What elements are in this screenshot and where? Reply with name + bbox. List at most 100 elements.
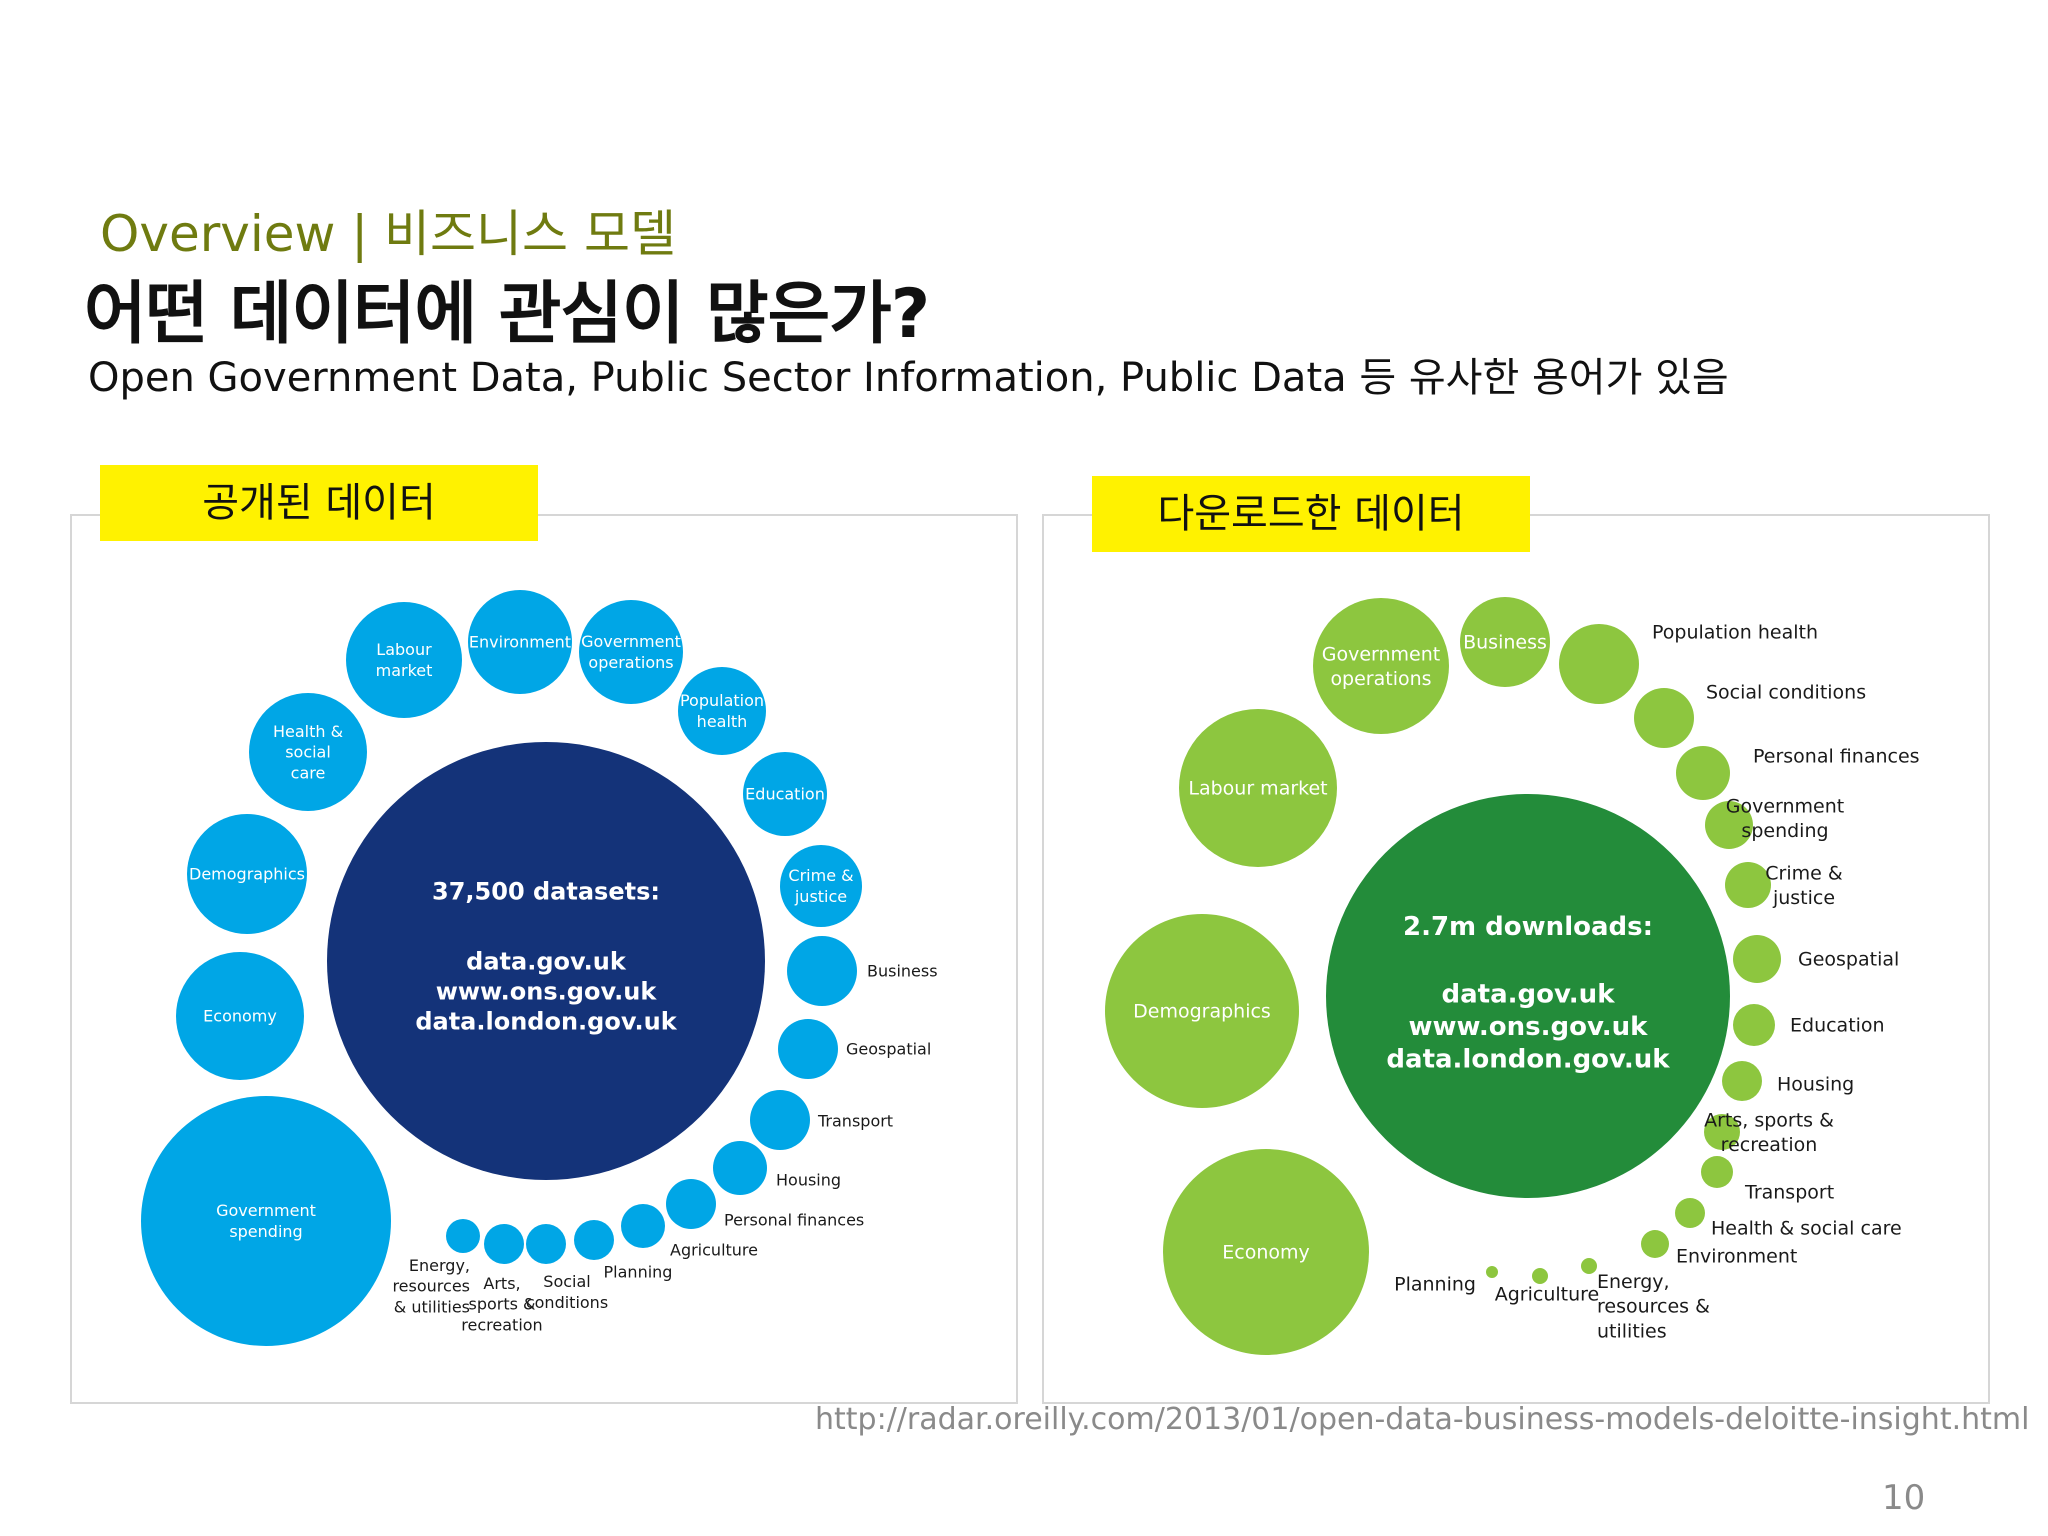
published-bubble-demographics xyxy=(187,814,307,934)
downloaded-center-bubble xyxy=(1326,794,1730,1198)
source-link[interactable]: http://radar.oreilly.com/2013/01/open-da… xyxy=(815,1402,2030,1437)
downloaded-bubble-geospatial xyxy=(1733,935,1781,983)
downloaded-bubble-business xyxy=(1460,597,1550,687)
slide-title: 어떤 데이터에 관심이 많은가? xyxy=(84,275,930,354)
downloaded-bubble-labour-market xyxy=(1179,709,1337,867)
downloaded-data-tag: 다운로드한 데이터 xyxy=(1092,476,1530,552)
downloaded-label-arts-sports-and-recreation: Arts, sports & recreation xyxy=(1704,1109,1834,1156)
published-label-government-spending: Government spending xyxy=(216,1201,316,1241)
published-bubble-crime-and-justice xyxy=(780,845,862,927)
published-bubble-transport xyxy=(750,1090,810,1150)
published-data-panel: 37,500 datasets: data.gov.uk www.ons.gov.u… xyxy=(70,514,1018,1404)
published-bubble-agriculture xyxy=(621,1204,665,1248)
downloaded-center-sites: data.gov.uk www.ons.gov.uk data.london.gov… xyxy=(1386,980,1670,1075)
downloaded-label-demographics: Demographics xyxy=(1133,1001,1271,1023)
downloaded-bubble-government-spending xyxy=(1705,801,1753,849)
downloaded-label-housing: Housing xyxy=(1777,1074,1854,1096)
slide-kicker: Overview | 비즈니스 모델 xyxy=(100,194,676,266)
downloaded-label-planning: Planning xyxy=(1394,1274,1476,1296)
published-label-energy-resources-and-utilities: Energy, resources & utilities xyxy=(392,1256,470,1317)
slide-subtitle: Open Government Data, Public Sector Info… xyxy=(88,355,1729,401)
kicker-ko: 비즈니스 모델 xyxy=(384,205,676,263)
downloaded-data-bubble-diagram: 2.7m downloads: data.gov.uk www.ons.gov.uk… xyxy=(1105,597,1920,1355)
downloaded-label-labour-market: Labour market xyxy=(1188,778,1327,800)
published-label-economy: Economy xyxy=(203,1007,277,1026)
downloaded-label-geospatial: Geospatial xyxy=(1798,949,1899,971)
published-label-environment: Environment xyxy=(469,633,571,652)
downloaded-label-government-spending: Government spending xyxy=(1726,795,1845,842)
kicker-en: Overview xyxy=(100,205,336,263)
downloaded-bubble-education xyxy=(1733,1004,1775,1046)
downloaded-label-personal-finances: Personal finances xyxy=(1753,746,1920,768)
published-label-social-conditions: Social conditions xyxy=(526,1272,608,1312)
downloaded-bubble-environment xyxy=(1641,1230,1669,1258)
downloaded-label-government-operations: Government operations xyxy=(1322,643,1441,690)
published-label-demographics: Demographics xyxy=(189,865,305,884)
published-bubble-education xyxy=(743,752,827,836)
downloaded-label-transport: Transport xyxy=(1744,1182,1834,1204)
published-bubble-government-operations xyxy=(579,600,683,704)
published-center-sites: data.gov.uk www.ons.gov.uk data.london.gov… xyxy=(415,947,677,1035)
published-data-tag: 공개된 데이터 xyxy=(100,465,538,541)
published-label-transport: Transport xyxy=(817,1112,893,1131)
published-label-personal-finances: Personal finances xyxy=(724,1211,864,1230)
published-bubble-arts-sports-and-recreation xyxy=(484,1224,524,1264)
published-bubble-social-conditions xyxy=(526,1224,566,1264)
downloaded-bubble-government-operations xyxy=(1313,598,1449,734)
kicker-separator: | xyxy=(335,205,385,263)
downloaded-bubble-social-conditions xyxy=(1634,688,1694,748)
published-bubble-energy-resources-and-utilities xyxy=(446,1219,480,1253)
published-label-labour-market: Labour market xyxy=(376,640,433,680)
published-data-bubble-diagram: 37,500 datasets: data.gov.uk www.ons.gov.u… xyxy=(141,590,938,1346)
downloaded-label-agriculture: Agriculture xyxy=(1495,1284,1600,1306)
published-label-education: Education xyxy=(745,785,825,804)
published-bubble-geospatial xyxy=(778,1019,838,1079)
downloaded-label-energy-resources-and-utilities: Energy, resources & utilities xyxy=(1597,1271,1710,1342)
downloaded-bubble-energy-resources-and-utilities xyxy=(1581,1258,1597,1274)
published-bubble-business xyxy=(787,936,857,1006)
published-bubble-health-and-social-care xyxy=(249,693,367,811)
downloaded-label-economy: Economy xyxy=(1222,1242,1310,1264)
downloaded-bubble-transport xyxy=(1701,1156,1733,1188)
downloaded-label-environment: Environment xyxy=(1676,1246,1797,1268)
downloaded-label-education: Education xyxy=(1790,1015,1885,1037)
page-number: 10 xyxy=(1882,1478,1926,1518)
published-bubble-personal-finances xyxy=(666,1179,716,1229)
downloaded-data-panel: 2.7m downloads: data.gov.uk www.ons.gov.uk… xyxy=(1042,514,1990,1404)
downloaded-bubble-health-and-social-care xyxy=(1675,1198,1705,1228)
published-label-planning: Planning xyxy=(604,1263,673,1282)
published-bubble-labour-market xyxy=(346,602,462,718)
published-label-business: Business xyxy=(867,962,938,981)
downloaded-bubble-demographics xyxy=(1105,914,1299,1108)
published-label-agriculture: Agriculture xyxy=(670,1241,758,1260)
published-label-crime-and-justice: Crime & justice xyxy=(788,866,853,906)
published-center-bubble xyxy=(327,742,765,1180)
published-bubble-housing xyxy=(713,1141,767,1195)
published-label-population-health: Population health xyxy=(680,691,764,731)
published-label-government-operations: Government operations xyxy=(581,632,681,672)
downloaded-bubble-crime-and-justice xyxy=(1725,862,1771,908)
downloaded-label-social-conditions: Social conditions xyxy=(1706,682,1866,704)
downloaded-label-crime-and-justice: Crime & justice xyxy=(1765,862,1843,909)
downloaded-bubble-planning xyxy=(1486,1266,1498,1278)
downloaded-bubble-personal-finances xyxy=(1676,746,1730,800)
published-bubble-population-health xyxy=(678,667,766,755)
downloaded-label-health-and-social-care: Health & social care xyxy=(1711,1218,1902,1240)
downloaded-bubble-housing xyxy=(1722,1061,1762,1101)
downloaded-bubble-arts-sports-and-recreation xyxy=(1704,1114,1740,1150)
downloaded-center-heading: 2.7m downloads: xyxy=(1403,912,1653,942)
published-bubble-economy xyxy=(176,952,304,1080)
downloaded-label-business: Business xyxy=(1463,632,1547,654)
downloaded-label-population-health: Population health xyxy=(1652,622,1818,644)
downloaded-bubble-agriculture xyxy=(1532,1268,1548,1284)
published-bubble-environment xyxy=(468,590,572,694)
downloaded-bubble-economy xyxy=(1163,1149,1369,1355)
published-bubble-planning xyxy=(574,1220,614,1260)
published-center-heading: 37,500 datasets: xyxy=(432,877,660,905)
published-label-arts-sports-and-recreation: Arts, sports & recreation xyxy=(461,1274,542,1335)
published-label-geospatial: Geospatial xyxy=(846,1040,931,1059)
downloaded-bubble-population-health xyxy=(1559,624,1639,704)
published-bubble-government-spending xyxy=(141,1096,391,1346)
published-label-housing: Housing xyxy=(776,1171,841,1190)
published-label-health-and-social-care: Health & social care xyxy=(273,722,343,783)
